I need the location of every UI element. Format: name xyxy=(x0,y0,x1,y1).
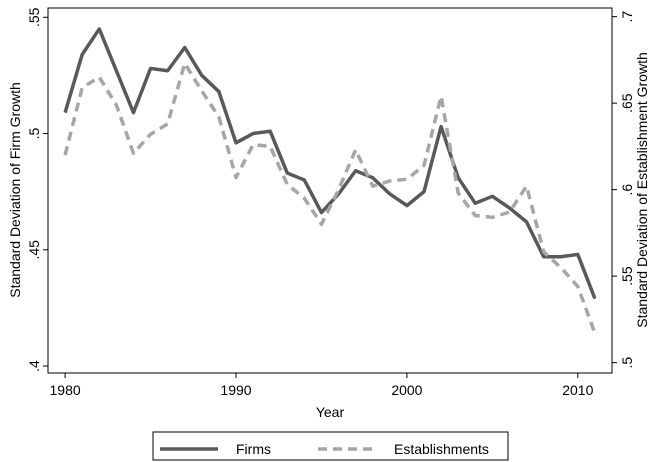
y-axis-title: Standard Deviation of Firm Growth xyxy=(7,82,23,298)
series-line xyxy=(63,27,597,300)
y-tick-label: .4 xyxy=(26,360,42,372)
legend-box xyxy=(152,431,509,461)
x-tick-label: 1980 xyxy=(50,382,81,398)
legend-label: Establishments xyxy=(394,441,489,457)
legend-label: Firms xyxy=(236,441,271,457)
y2-tick-label: .7 xyxy=(619,11,635,23)
x-axis-title: Year xyxy=(316,404,345,420)
y-tick-label: .55 xyxy=(26,7,42,27)
y2-tick-label: .6 xyxy=(619,184,635,196)
y2-tick-label: .65 xyxy=(619,93,635,113)
plot-frame xyxy=(47,7,613,374)
y-tick-label: .5 xyxy=(26,127,42,139)
x-tick-label: 1990 xyxy=(220,382,251,398)
series-line xyxy=(63,61,597,334)
x-tick-label: 2000 xyxy=(391,382,422,398)
y2-tick-label: .55 xyxy=(619,266,635,286)
y2-tick-label: .5 xyxy=(619,357,635,369)
y2-axis-title: Standard Deviation of Establishment Grow… xyxy=(634,52,649,327)
y-tick-label: .45 xyxy=(26,240,42,260)
x-tick-label: 2010 xyxy=(562,382,593,398)
